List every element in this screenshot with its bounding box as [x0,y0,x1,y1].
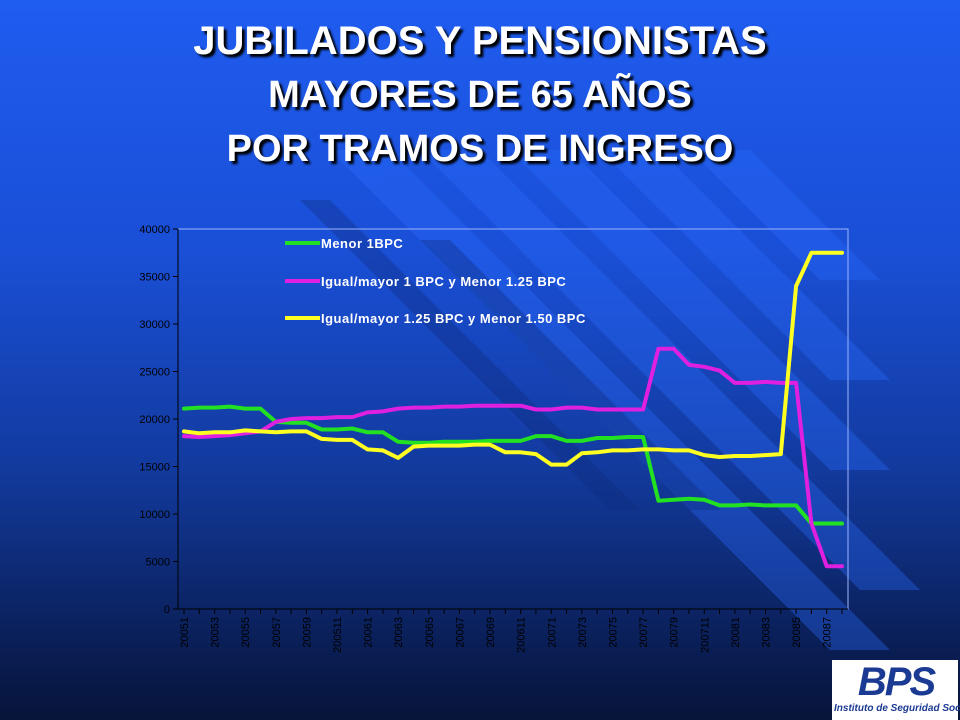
x-tick-label: 20051 [179,617,191,648]
x-tick-label: 20071 [546,617,558,648]
y-tick-label: 10000 [139,509,170,521]
x-tick-label: 20069 [485,617,497,648]
x-tick-label: 20067 [454,617,466,648]
y-tick-label: 5000 [146,557,170,569]
logo-subtitle: Instituto de Seguridad Social [834,703,960,714]
title-line-1: JUBILADOS Y PENSIONISTAS [193,19,767,63]
legend-label-2: Igual/mayor 1 BPC y Menor 1.25 BPC [321,274,566,289]
x-tick-label: 200711 [699,617,711,653]
x-tick-label: 20075 [607,617,619,648]
x-tick-label: 200511 [332,617,344,653]
series-line-2 [182,346,844,569]
y-tick-label: 0 [164,604,170,616]
title-line-3: POR TRAMOS DE INGRESO [226,128,734,170]
x-tick-label: 20063 [393,617,405,648]
y-tick-label: 15000 [139,462,170,474]
x-tick-label: 20055 [240,617,252,648]
x-tick-label: 20079 [669,617,681,648]
y-tick-label: 40000 [139,224,170,236]
x-tick-label: 20077 [638,617,650,648]
logo-mark: BPS [857,660,936,704]
title-line-2: MAYORES DE 65 AÑOS [268,74,692,116]
x-tick-label: 20053 [210,617,222,648]
series-line-1 [182,404,844,526]
y-tick-label: 35000 [139,272,170,284]
x-tick-label: 200611 [516,617,528,653]
y-tick-label: 30000 [139,319,170,331]
series-line-3 [182,250,844,467]
x-tick-label: 20059 [301,617,313,648]
x-tick-label: 20083 [760,617,772,648]
y-tick-label: 20000 [139,414,170,426]
page-title: JUBILADOS Y PENSIONISTAS MAYORES DE 65 A… [0,14,960,176]
y-tick-label: 25000 [139,367,170,379]
x-tick-label: 20087 [822,617,834,648]
x-tick-label: 20081 [730,617,742,648]
legend-label-3: Igual/mayor 1.25 BPC y Menor 1.50 BPC [321,311,586,326]
bps-logo: BPS Instituto de Seguridad Social [832,660,960,720]
x-tick-label: 20061 [363,617,375,648]
x-tick-label: 20057 [271,617,283,648]
x-tick-label: 20065 [424,617,436,648]
legend-label-1: Menor 1BPC [321,236,403,251]
x-tick-label: 20073 [577,617,589,648]
x-tick-label: 20085 [791,617,803,648]
